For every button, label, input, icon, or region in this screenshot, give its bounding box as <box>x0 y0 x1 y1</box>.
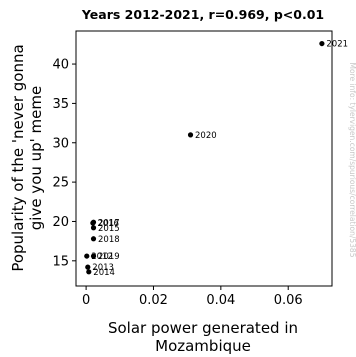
point-label-2015: 2015 <box>98 224 120 234</box>
point-label-2018: 2018 <box>98 235 120 245</box>
y-tick-label: 15 <box>52 254 69 269</box>
x-axis-ticks: 0 0.02 0.04 0.06 <box>82 286 303 308</box>
y-tick-label: 30 <box>52 136 69 151</box>
point-label-2020: 2020 <box>195 131 217 141</box>
y-tick-label: 40 <box>52 58 69 73</box>
point-label-2017: 2017 <box>98 218 120 228</box>
data-point-2015 <box>90 225 97 231</box>
y-axis-label-line-1: Popularity of the 'never gonna <box>9 44 27 271</box>
point-label-2012: 2012 <box>91 252 113 262</box>
x-axis-label-line-1: Solar power generated in <box>108 319 298 337</box>
point-label-2014: 2014 <box>93 268 115 278</box>
y-tick-label: 35 <box>52 97 69 112</box>
data-point-2013 <box>85 264 91 270</box>
data-point-2017 <box>90 219 97 225</box>
data-point-2014 <box>86 269 92 275</box>
point-label-2013: 2013 <box>92 263 114 273</box>
data-point-2020 <box>187 132 194 138</box>
data-point-2012 <box>84 253 90 259</box>
point-label-2016: 2016 <box>97 219 119 229</box>
point-label-2021: 2021 <box>326 40 348 50</box>
x-tick-label: 0.02 <box>139 293 168 308</box>
x-axis-label-line-2: Mozambique <box>155 337 251 355</box>
point-label-2019: 2019 <box>98 252 120 262</box>
data-point-2021 <box>319 40 325 47</box>
x-tick-label: 0.04 <box>206 293 235 308</box>
chart-title: Years 2012-2021, r=0.969, p<0.01 <box>81 7 324 22</box>
x-tick-label: 0.06 <box>274 293 303 308</box>
watermark: More info: tylervigen.com/spurious/corre… <box>348 63 356 258</box>
y-axis-ticks: 15 20 25 30 35 40 <box>52 58 76 269</box>
y-axis-label-line-2: give you up' meme <box>27 86 45 231</box>
y-tick-label: 20 <box>52 215 69 230</box>
plot-border <box>75 30 333 287</box>
data-point-2019 <box>90 253 97 259</box>
x-tick-label: 0 <box>82 293 90 308</box>
plot-area <box>75 30 333 287</box>
data-point-2018 <box>90 236 97 242</box>
y-tick-label: 25 <box>52 176 69 191</box>
